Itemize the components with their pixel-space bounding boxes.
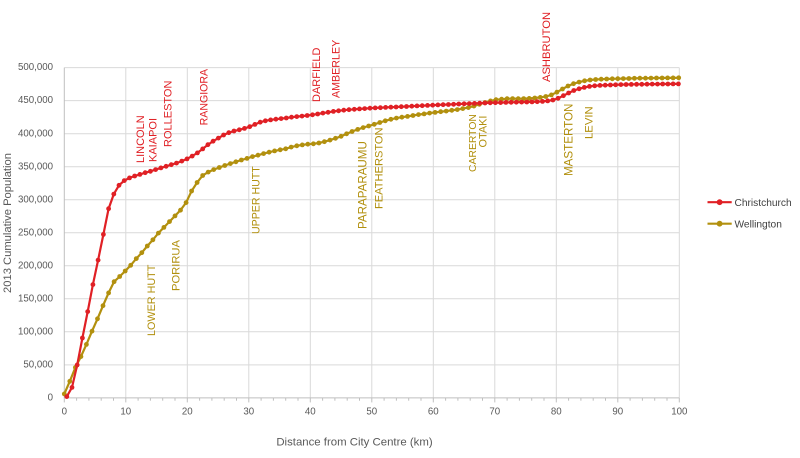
svg-text:60: 60 [428,407,439,418]
svg-text:LEVIN: LEVIN [584,106,596,139]
svg-text:50,000: 50,000 [23,360,53,371]
svg-text:200,000: 200,000 [18,260,54,271]
svg-text:2013 Cumulative Population: 2013 Cumulative Population [2,153,14,293]
svg-text:RANGIORA: RANGIORA [199,68,211,125]
svg-text:OTAKI: OTAKI [478,116,490,148]
svg-text:10: 10 [120,407,131,418]
svg-text:150,000: 150,000 [18,293,54,304]
svg-text:PORIRUA: PORIRUA [171,239,183,291]
svg-text:50: 50 [366,407,377,418]
svg-text:ASHBRUTON: ASHBRUTON [541,12,553,82]
svg-text:KAIAPOI: KAIAPOI [148,118,160,162]
svg-text:DARFIELD: DARFIELD [311,48,323,102]
svg-text:CARERTON: CARERTON [468,114,479,172]
svg-text:UPPER HUTT: UPPER HUTT [251,166,263,234]
svg-text:Distance from City Centre (km): Distance from City Centre (km) [276,437,433,449]
svg-text:100,000: 100,000 [18,326,54,337]
svg-text:80: 80 [551,407,562,418]
svg-text:250,000: 250,000 [18,227,54,238]
svg-text:350,000: 350,000 [18,161,54,172]
svg-text:40: 40 [305,407,316,418]
svg-text:PARAPARAUMU: PARAPARAUMU [357,141,370,229]
svg-text:AMBERLEY: AMBERLEY [331,40,343,98]
svg-text:30: 30 [243,407,254,418]
svg-text:450,000: 450,000 [18,95,54,106]
svg-text:0: 0 [62,407,68,418]
svg-text:0: 0 [48,393,54,404]
svg-text:400,000: 400,000 [18,128,54,139]
svg-text:LINCOLN: LINCOLN [135,115,147,163]
svg-text:ROLLESTON: ROLLESTON [163,81,175,147]
svg-text:90: 90 [612,407,623,418]
svg-text:70: 70 [489,407,500,418]
svg-text:LOWER HUTT: LOWER HUTT [146,264,158,336]
svg-text:500,000: 500,000 [18,62,54,73]
svg-text:20: 20 [182,407,193,418]
svg-text:FEATHERSTON: FEATHERSTON [374,127,386,209]
svg-text:Wellington: Wellington [735,220,782,231]
svg-text:MASTERTON: MASTERTON [563,104,576,176]
svg-text:300,000: 300,000 [18,194,54,205]
svg-text:100: 100 [671,407,688,418]
svg-text:Christchurch: Christchurch [735,198,792,209]
